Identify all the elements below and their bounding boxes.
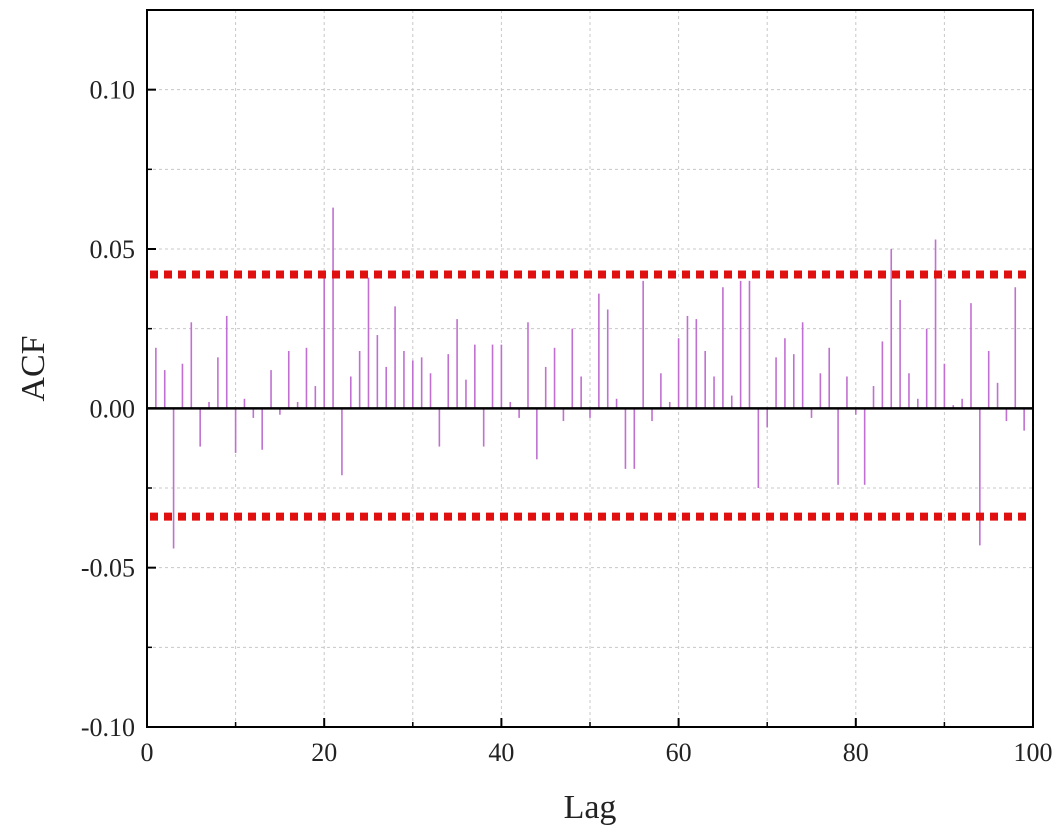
acf-bars bbox=[155, 207, 1025, 549]
y-tick-label: 0.00 bbox=[90, 394, 136, 423]
grid bbox=[147, 10, 1033, 727]
x-tick-label: 0 bbox=[141, 738, 154, 767]
x-axis-label: Lag bbox=[564, 789, 617, 826]
x-tick-label: 20 bbox=[311, 738, 337, 767]
y-tick-label: 0.10 bbox=[90, 76, 136, 105]
x-tick-label: 40 bbox=[488, 738, 514, 767]
x-tick-label: 100 bbox=[1014, 738, 1053, 767]
x-tick-label: 80 bbox=[843, 738, 869, 767]
y-tick-label: -0.10 bbox=[81, 713, 135, 742]
axis-ticks: 0 20 40 60 80 100 -0.10 -0.05 0.00 0.05 0.10 bbox=[81, 76, 1053, 767]
x-tick-label: 60 bbox=[666, 738, 692, 767]
y-tick-label: 0.05 bbox=[90, 235, 136, 264]
y-axis-label: ACF bbox=[15, 335, 52, 401]
y-tick-label: -0.05 bbox=[81, 554, 135, 583]
plot-background bbox=[147, 10, 1033, 727]
